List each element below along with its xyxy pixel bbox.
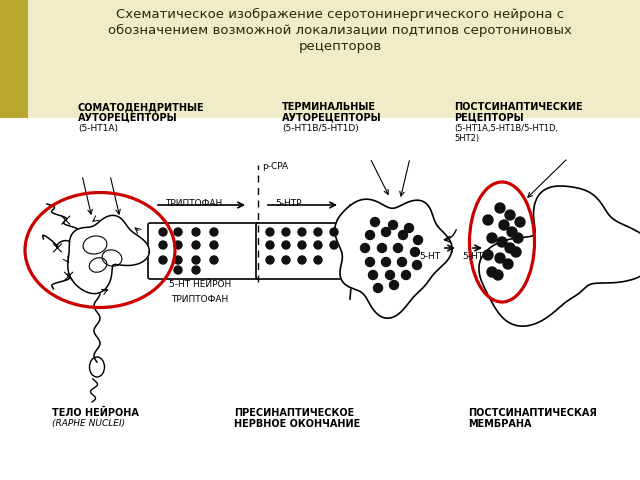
Circle shape [487, 233, 497, 243]
Circle shape [174, 256, 182, 264]
Circle shape [505, 243, 515, 253]
Bar [0, 0, 640, 118]
Text: ПОСТСИНАПТИЧЕСКИЕ: ПОСТСИНАПТИЧЕСКИЕ [454, 102, 582, 112]
Text: (5-НТ1В/5-НТ1D): (5-НТ1В/5-НТ1D) [282, 124, 359, 133]
Circle shape [495, 203, 505, 213]
Text: 5-НТ: 5-НТ [419, 252, 440, 261]
Circle shape [369, 271, 378, 279]
FancyBboxPatch shape [256, 223, 358, 279]
Circle shape [511, 247, 521, 257]
Circle shape [394, 243, 403, 252]
Circle shape [499, 220, 509, 230]
Text: СОМАТОДЕНДРИТНЫЕ: СОМАТОДЕНДРИТНЫЕ [78, 102, 205, 112]
Polygon shape [479, 186, 640, 326]
Circle shape [298, 228, 306, 236]
Text: p-CPA: p-CPA [262, 162, 288, 171]
Text: (RAPHE NUCLEI): (RAPHE NUCLEI) [52, 419, 125, 428]
Circle shape [298, 241, 306, 249]
Text: 5-НТ: 5-НТ [462, 252, 483, 261]
Circle shape [365, 257, 374, 266]
Text: РЕЦЕПТОРЫ: РЕЦЕПТОРЫ [454, 113, 524, 123]
Circle shape [483, 250, 493, 260]
Text: ТРИПТОФАН: ТРИПТОФАН [172, 295, 228, 304]
Circle shape [210, 256, 218, 264]
Circle shape [192, 241, 200, 249]
Circle shape [371, 217, 380, 227]
Circle shape [388, 220, 397, 229]
Text: АУТОРЕЦЕПТОРЫ: АУТОРЕЦЕПТОРЫ [282, 113, 381, 123]
Text: 5-НТ НЕЙРОН: 5-НТ НЕЙРОН [169, 280, 231, 289]
Text: (5-НТ1А,5-НТ1В/5-НТ1D,: (5-НТ1А,5-НТ1В/5-НТ1D, [454, 124, 558, 133]
Text: ПРЕСИНАПТИЧЕСКОЕ: ПРЕСИНАПТИЧЕСКОЕ [234, 408, 355, 418]
Circle shape [174, 266, 182, 274]
Text: 5-НТР: 5-НТР [275, 199, 301, 208]
Circle shape [390, 280, 399, 289]
Circle shape [505, 210, 515, 220]
Circle shape [483, 215, 493, 225]
Circle shape [381, 257, 390, 266]
Circle shape [513, 233, 523, 243]
Circle shape [365, 230, 374, 240]
Circle shape [282, 228, 290, 236]
Circle shape [330, 228, 338, 236]
Circle shape [495, 253, 505, 263]
Circle shape [314, 228, 322, 236]
Circle shape [360, 243, 369, 252]
Circle shape [174, 241, 182, 249]
Circle shape [314, 241, 322, 249]
Circle shape [330, 241, 338, 249]
Text: обозначением возможной локализации подтипов серотониновых: обозначением возможной локализации подти… [108, 24, 572, 37]
Circle shape [404, 224, 413, 232]
Text: 5НТ2): 5НТ2) [454, 134, 479, 143]
Circle shape [298, 256, 306, 264]
Circle shape [266, 256, 274, 264]
Circle shape [159, 241, 167, 249]
Circle shape [413, 236, 422, 244]
FancyBboxPatch shape [148, 223, 260, 279]
Text: ТЕЛО НЕЙРОНА: ТЕЛО НЕЙРОНА [52, 408, 139, 418]
Circle shape [378, 243, 387, 252]
Text: ПОСТСИНАПТИЧЕСКАЯ: ПОСТСИНАПТИЧЕСКАЯ [468, 408, 597, 418]
Text: ТРИПТОФАН: ТРИПТОФАН [165, 199, 222, 208]
Circle shape [192, 228, 200, 236]
Circle shape [401, 271, 410, 279]
Circle shape [385, 271, 394, 279]
Circle shape [282, 256, 290, 264]
Circle shape [210, 241, 218, 249]
Text: МЕМБРАНА: МЕМБРАНА [468, 419, 531, 429]
Circle shape [493, 270, 503, 280]
Circle shape [282, 241, 290, 249]
Polygon shape [335, 199, 452, 318]
Text: НЕРВНОЕ ОКОНЧАНИЕ: НЕРВНОЕ ОКОНЧАНИЕ [234, 419, 360, 429]
Circle shape [399, 230, 408, 240]
Circle shape [413, 261, 422, 269]
Text: рецепторов: рецепторов [298, 40, 381, 53]
Circle shape [192, 266, 200, 274]
Text: ТЕРМИНАЛЬНЫЕ: ТЕРМИНАЛЬНЫЕ [282, 102, 376, 112]
Circle shape [266, 241, 274, 249]
Circle shape [487, 267, 497, 277]
Text: АУТОРЕЦЕПТОРЫ: АУТОРЕЦЕПТОРЫ [78, 113, 178, 123]
Circle shape [159, 228, 167, 236]
Circle shape [507, 227, 517, 237]
Circle shape [210, 228, 218, 236]
Text: Схематическое изображение серотонинергического нейрона с: Схематическое изображение серотонинергич… [116, 8, 564, 21]
Circle shape [374, 284, 383, 292]
Text: (5-НТ1А): (5-НТ1А) [78, 124, 118, 133]
Polygon shape [68, 216, 149, 294]
Bar [0, 0, 28, 118]
Circle shape [410, 248, 419, 256]
Circle shape [503, 259, 513, 269]
Circle shape [397, 257, 406, 266]
Circle shape [159, 256, 167, 264]
Circle shape [174, 228, 182, 236]
Circle shape [515, 217, 525, 227]
Circle shape [266, 228, 274, 236]
Circle shape [381, 228, 390, 237]
Circle shape [497, 237, 507, 247]
Circle shape [314, 256, 322, 264]
Circle shape [192, 256, 200, 264]
